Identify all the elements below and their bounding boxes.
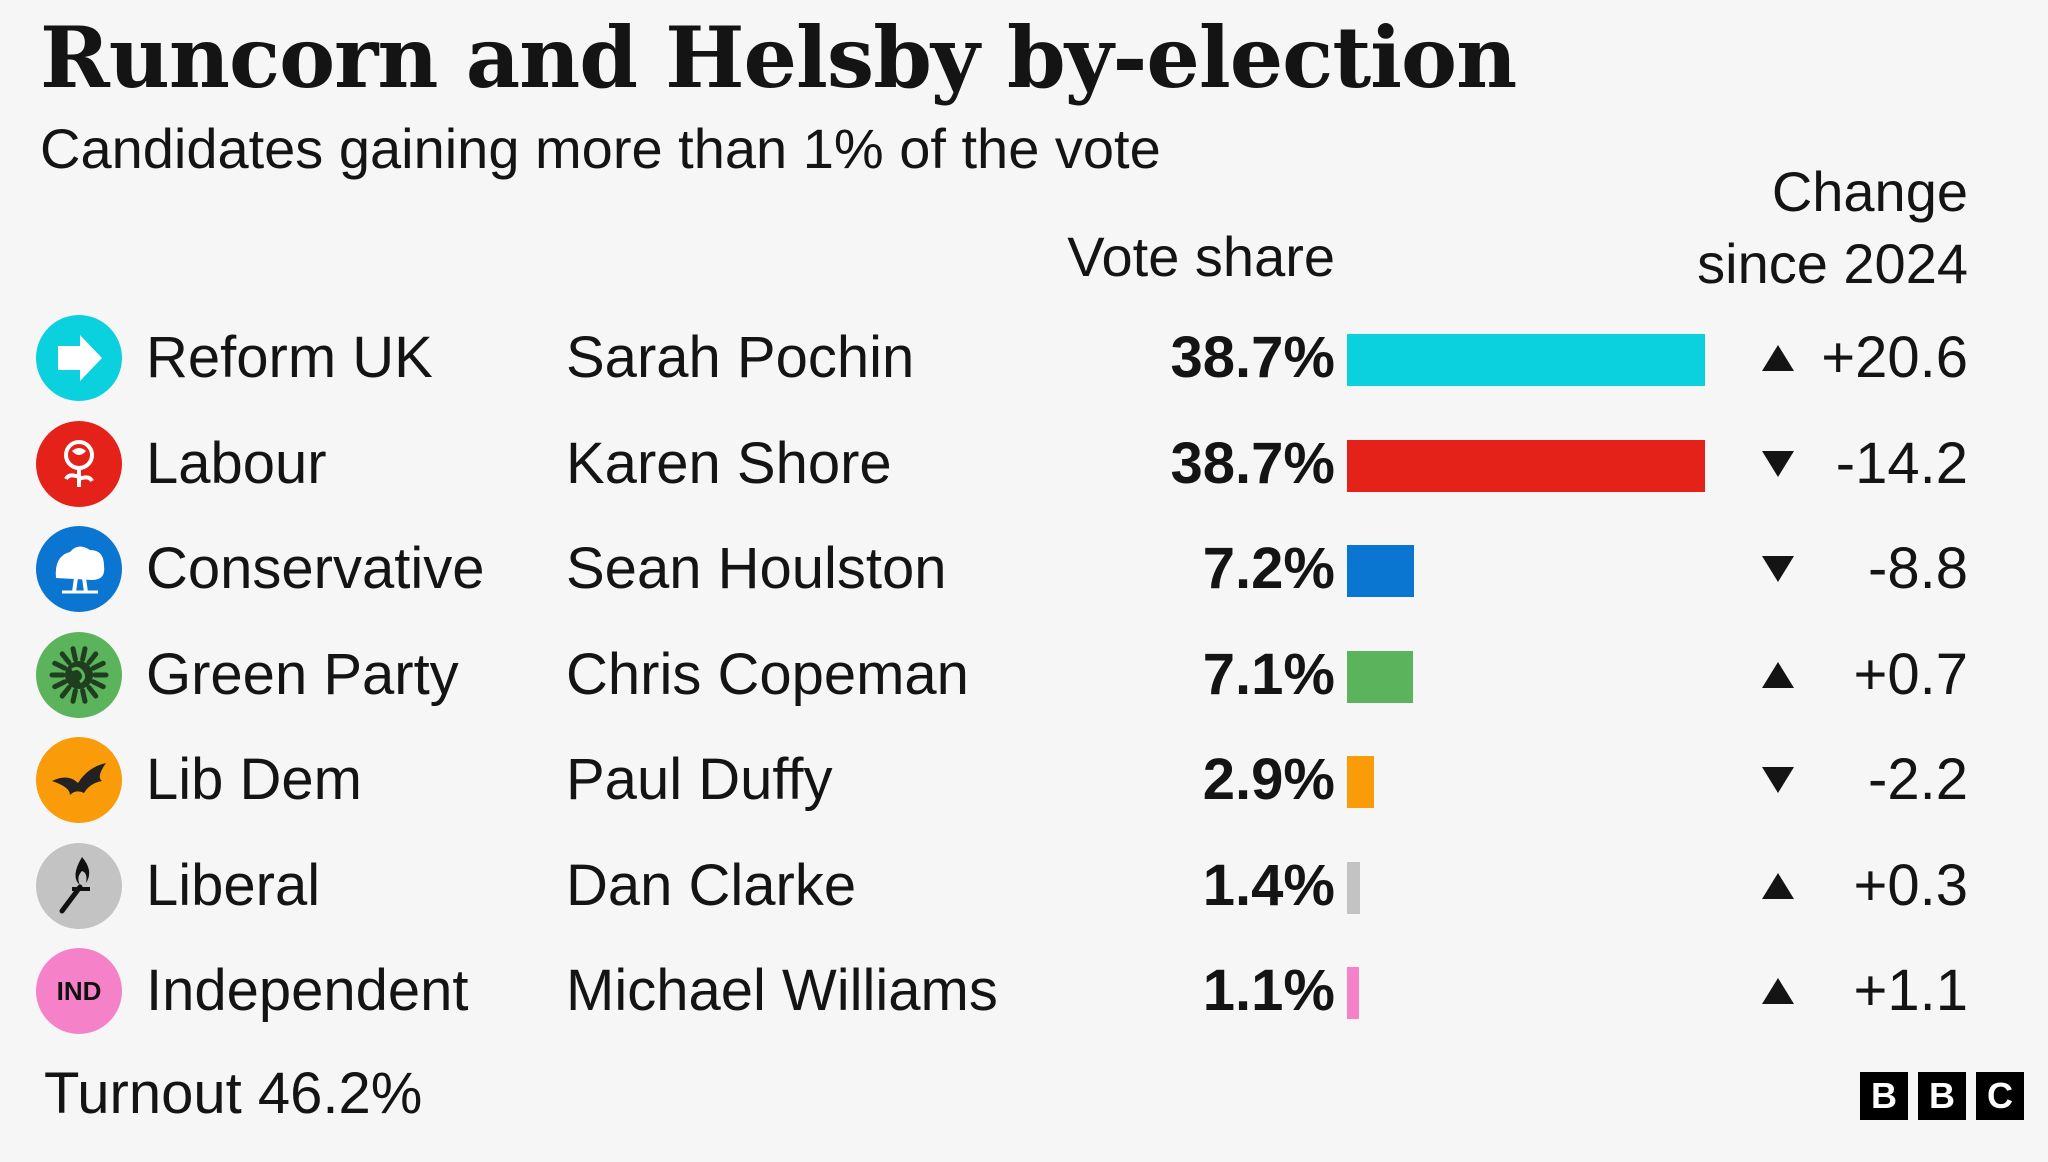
reform-arrow-icon (36, 315, 122, 401)
liberal-torch-icon (36, 842, 122, 929)
vote-share-bar (1347, 545, 1414, 597)
change-label: -8.8 (1868, 536, 1968, 601)
arrow-up-icon (1760, 871, 1796, 901)
party-name: Lib Dem (146, 747, 362, 812)
candidate-name: Paul Duffy (566, 747, 833, 812)
independent-badge-icon: IND (36, 948, 122, 1034)
arrow-up-icon (1760, 976, 1796, 1006)
vote-share-bar (1347, 334, 1705, 386)
vote-share-label: 1.4% (1202, 852, 1335, 918)
party-name: Reform UK (146, 325, 433, 390)
change-label: -14.2 (1835, 430, 1968, 496)
vote-share-label: 2.9% (1202, 747, 1335, 812)
vote-share-label: 38.7% (1170, 325, 1335, 390)
chart-title: Runcorn and Helsby by-election (40, 8, 1517, 107)
vote-share-bar (1347, 967, 1359, 1019)
bbc-letter: C (1976, 1072, 2024, 1120)
vote-share-label: 7.2% (1202, 536, 1335, 601)
candidate-name: Dan Clarke (566, 852, 857, 918)
change-label: +1.1 (1853, 958, 1969, 1023)
vote-share-bar (1347, 439, 1705, 492)
result-row: IND Independent Michael Williams 1.1% +1.1 (0, 941, 2048, 1041)
result-row: Conservative Sean Houlston 7.2% -8.8 (0, 519, 2048, 619)
arrow-up-icon (1760, 343, 1796, 373)
candidate-name: Chris Copeman (566, 641, 969, 707)
vote-share-header: Vote share (1067, 225, 1335, 288)
vote-share-bar (1347, 756, 1374, 808)
result-row: Green Party Chris Copeman 7.1% +0.7 (0, 625, 2048, 725)
result-row: Liberal Dan Clarke 1.4% +0.3 (0, 836, 2048, 936)
arrow-down-icon (1760, 449, 1796, 479)
party-name: Liberal (146, 852, 321, 918)
candidate-name: Michael Williams (566, 958, 998, 1023)
bbc-letter: B (1918, 1072, 1966, 1120)
party-name: Labour (146, 430, 327, 496)
vote-share-bar (1347, 650, 1413, 703)
bbc-logo: B B C (1860, 1072, 2024, 1120)
arrow-down-icon (1760, 554, 1796, 584)
change-label: -2.2 (1868, 747, 1968, 812)
party-name: Independent (146, 958, 469, 1023)
libdem-bird-icon (36, 737, 122, 823)
change-label: +0.7 (1853, 641, 1969, 707)
change-header: Change since 2024 (1697, 156, 1968, 300)
change-label: +0.3 (1853, 852, 1969, 918)
candidate-name: Sarah Pochin (566, 325, 915, 390)
party-name: Green Party (146, 641, 459, 707)
arrow-down-icon (1760, 765, 1796, 795)
vote-share-bar (1347, 861, 1360, 914)
change-label: +20.6 (1821, 325, 1968, 390)
result-row: Reform UK Sarah Pochin 38.7% +20.6 (0, 308, 2048, 408)
green-globe-icon (36, 631, 122, 718)
candidate-name: Karen Shore (566, 430, 892, 496)
result-row: Lib Dem Paul Duffy 2.9% -2.2 (0, 730, 2048, 830)
logo-text: IND (57, 976, 102, 1006)
change-header-line-2: since 2024 (1697, 232, 1968, 295)
labour-rose-icon (36, 420, 122, 507)
party-name: Conservative (146, 536, 485, 601)
change-header-line-1: Change (1771, 160, 1968, 223)
bbc-letter: B (1860, 1072, 1908, 1120)
vote-share-label: 38.7% (1170, 430, 1335, 496)
chart-subtitle: Candidates gaining more than 1% of the v… (40, 117, 1161, 180)
vote-share-label: 7.1% (1202, 641, 1335, 707)
turnout-label: Turnout 46.2% (44, 1061, 423, 1126)
result-row: Labour Karen Shore 38.7% -14.2 (0, 414, 2048, 514)
vote-share-label: 1.1% (1202, 958, 1335, 1023)
candidate-name: Sean Houlston (566, 536, 947, 601)
conservative-tree-icon (36, 526, 122, 612)
arrow-up-icon (1760, 660, 1796, 690)
